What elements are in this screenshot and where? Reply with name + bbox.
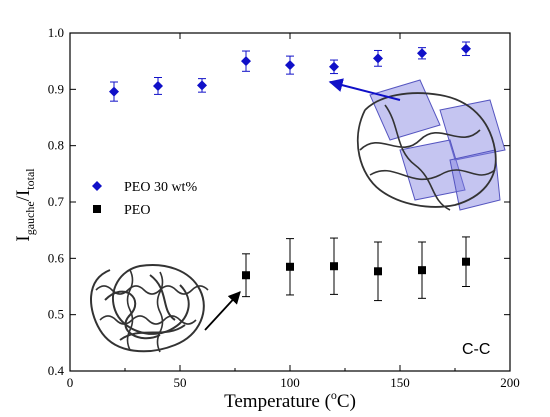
data-point bbox=[153, 80, 163, 91]
y-tick-label: 1.0 bbox=[48, 25, 64, 40]
x-axis-title: Temperature (oC) bbox=[224, 388, 356, 412]
data-point bbox=[329, 61, 339, 72]
series-peo bbox=[242, 236, 470, 302]
data-point bbox=[373, 53, 383, 64]
x-tick-label: 100 bbox=[280, 375, 300, 390]
data-point bbox=[286, 262, 294, 271]
data-point bbox=[418, 266, 426, 275]
y-tick-label: 0.9 bbox=[48, 81, 64, 96]
composite-arrow bbox=[328, 78, 401, 101]
peo-coil-illustration bbox=[90, 264, 209, 353]
peo-composite-illustration bbox=[356, 79, 506, 211]
legend-label-peo: PEO bbox=[124, 203, 150, 218]
data-point bbox=[242, 271, 250, 280]
data-point bbox=[462, 257, 470, 266]
x-tick-label: 0 bbox=[67, 375, 74, 390]
bond-annotation: C-C bbox=[462, 341, 490, 358]
y-tick-label: 0.7 bbox=[48, 194, 65, 209]
data-point bbox=[417, 48, 427, 59]
legend: PEO 30 wt% PEO bbox=[92, 180, 197, 218]
axes: 0 50 100 150 200 0.4 0.5 0.6 0.7 0.8 0.9 1.0 bbox=[48, 25, 520, 390]
x-tick-label: 200 bbox=[500, 375, 520, 390]
x-tick-label: 50 bbox=[174, 375, 187, 390]
y-tick-label: 0.8 bbox=[48, 138, 64, 153]
data-point bbox=[374, 267, 382, 276]
x-tick-label: 150 bbox=[390, 375, 410, 390]
plot-frame bbox=[69, 32, 511, 372]
y-tick-label: 0.6 bbox=[48, 250, 65, 265]
data-marks bbox=[109, 41, 471, 302]
y-axis-title: Igauche/Itotal bbox=[13, 168, 37, 242]
legend-marker-peo-30 bbox=[92, 181, 102, 191]
data-point bbox=[197, 80, 207, 91]
data-point bbox=[285, 60, 295, 71]
peo-arrow bbox=[204, 291, 241, 331]
data-point bbox=[241, 56, 251, 67]
legend-marker-peo bbox=[93, 205, 101, 213]
series-peo-30wt bbox=[109, 41, 471, 102]
data-point bbox=[330, 262, 338, 271]
data-point bbox=[109, 86, 119, 97]
y-tick-label: 0.4 bbox=[48, 363, 65, 378]
y-tick-label: 0.5 bbox=[48, 307, 64, 322]
data-point bbox=[461, 43, 471, 54]
legend-label-peo-30: PEO 30 wt% bbox=[124, 180, 197, 195]
